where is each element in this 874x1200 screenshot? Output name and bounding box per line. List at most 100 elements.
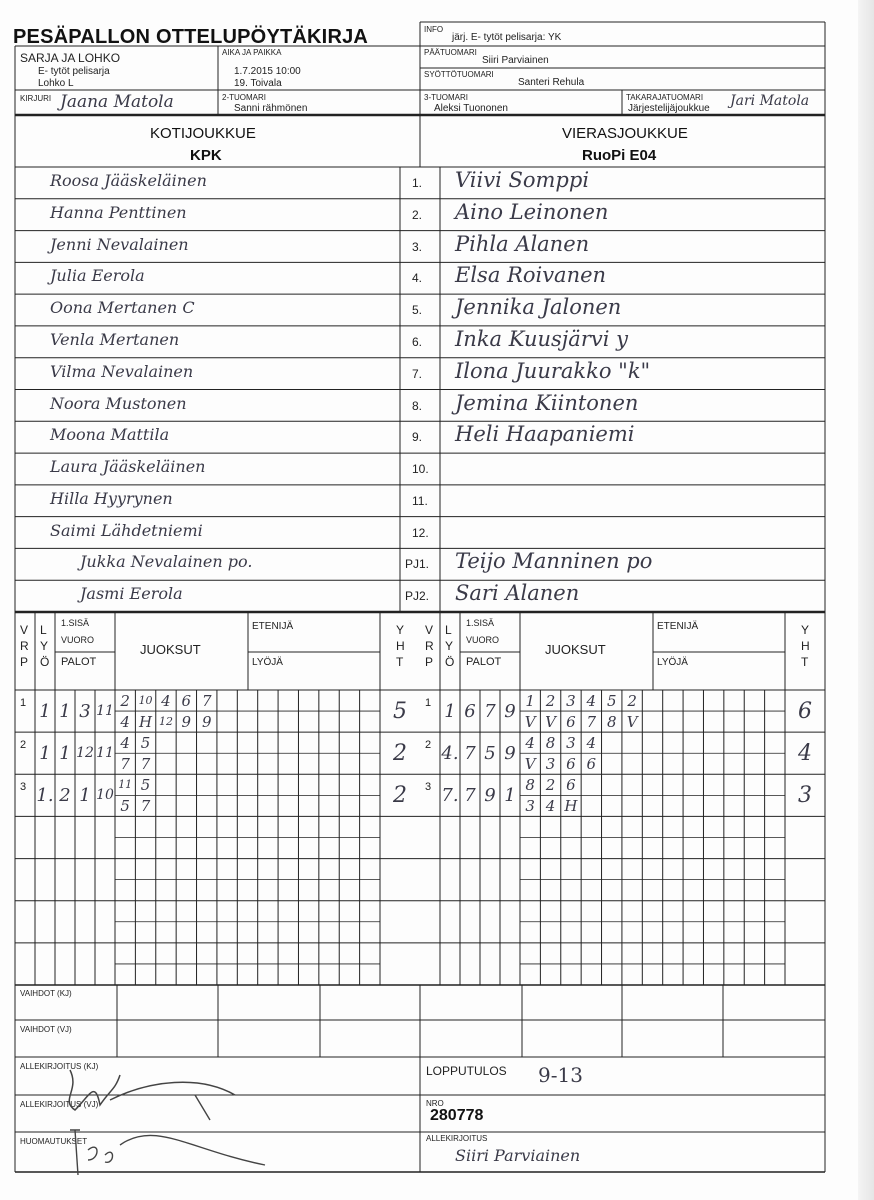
- yht-header-letter: T: [801, 655, 809, 669]
- batting-order-start: 1.: [36, 784, 54, 806]
- roster-number: 4.: [412, 271, 423, 286]
- away-player-name: Ilona Juurakko "k": [455, 358, 651, 383]
- inning-total: 2: [393, 740, 407, 766]
- runner-cell: 4: [161, 691, 171, 710]
- umpire2-label: 2-TUOMARI: [222, 93, 266, 102]
- roster-number: 7.: [412, 366, 423, 381]
- home-player-name: Laura Jääskeläinen: [50, 457, 206, 477]
- lyoja-label: LYÖJÄ: [657, 657, 688, 668]
- lyo-header-letter: Ö: [40, 655, 50, 669]
- batter-cell: 7: [120, 754, 130, 773]
- roster-number: 5.: [412, 303, 423, 318]
- outs-cell: 5: [484, 742, 496, 764]
- inning-number: 1: [425, 697, 432, 709]
- runner-cell: 2: [545, 775, 556, 794]
- info-label: INFO: [424, 25, 444, 34]
- runner-cell: 11: [118, 778, 133, 792]
- away-player-name: Pihla Alanen: [455, 231, 590, 256]
- vuoro-label: VUORO: [466, 635, 500, 645]
- roster-number: 12.: [412, 525, 429, 540]
- away-player-name: Inka Kuusjärvi y: [455, 326, 628, 351]
- outs-cell: 11: [96, 703, 114, 720]
- batter-cell: V: [524, 712, 536, 731]
- inning-total: 4: [798, 740, 812, 766]
- umpire3-value: Aleksi Tuononen: [434, 103, 508, 114]
- runner-cell: 4: [525, 733, 535, 752]
- runner-cell: 10: [138, 694, 153, 708]
- away-player-name: Teijo Manninen po: [455, 549, 653, 574]
- batter-cell: V: [626, 712, 638, 731]
- away-player-name: Viivi Somppi: [455, 168, 590, 192]
- home-player-name: Julia Eerola: [50, 266, 145, 286]
- roster-number: 9.: [412, 430, 423, 445]
- head-umpire-label: PÄÄTUOMARI: [424, 48, 477, 57]
- pitch-umpire-value: Santeri Rehula: [518, 77, 585, 88]
- away-player-name: Elsa Roivanen: [455, 263, 607, 288]
- inning-total: 6: [798, 698, 812, 724]
- batter-cell: H: [139, 712, 153, 731]
- batter-cell: 6: [586, 754, 597, 773]
- away-player-name: Aino Leinonen: [455, 199, 609, 224]
- head-umpire-value: Siiri Parviainen: [482, 55, 549, 66]
- outs-cell: 9: [504, 700, 516, 722]
- batter-cell: 8: [606, 712, 617, 731]
- lyo-header-letter: Y: [40, 639, 49, 653]
- number-value: 280778: [430, 1107, 484, 1124]
- away-player-name: Jemina Kiintonen: [455, 390, 639, 415]
- runner-cell: 5: [606, 691, 617, 710]
- number-label: NRO: [426, 1099, 444, 1108]
- home-player-name: Hanna Penttinen: [50, 202, 187, 222]
- home-player-name: Hilla Hyyrynen: [50, 488, 173, 508]
- home-player-name: Venla Mertanen: [50, 329, 180, 349]
- batting-order-start: 1: [39, 700, 51, 722]
- form-title: PESÄPALLON OTTELUPÖYTÄKIRJA: [13, 26, 369, 48]
- yht-header-letter: H: [801, 639, 810, 653]
- juoksut-label: JUOKSUT: [140, 642, 201, 657]
- lyo-header-letter: L: [40, 623, 47, 637]
- away-signature: [70, 1094, 266, 1176]
- result-label: LOPPUTULOS: [426, 1064, 507, 1078]
- place-value: 19. Toivala: [234, 78, 282, 89]
- batter-cell: 6: [566, 754, 576, 773]
- first-inning-label: 1.SISÄ: [61, 618, 90, 628]
- scorer-value: Jaana Matola: [60, 92, 174, 112]
- home-player-name: Roosa Jääskeläinen: [50, 171, 207, 190]
- pitch-umpire-label: SYÖTTÖTUOMARI: [424, 70, 494, 79]
- time-place-label: AIKA JA PAIKKA: [222, 48, 282, 57]
- outs-cell: 2: [59, 784, 71, 806]
- yht-header-letter: Y: [396, 623, 405, 637]
- subs-home-label: VAIHDOT (KJ): [20, 989, 72, 998]
- runner-cell: 6: [181, 691, 192, 710]
- umpire3-label: 3-TUOMARI: [424, 93, 468, 102]
- home-player-name: Noora Mustonen: [50, 393, 187, 413]
- inning-total: 3: [798, 782, 812, 808]
- roster-number: PJ1.: [405, 557, 430, 572]
- signature-label: ALLEKIRJOITUS: [426, 1134, 488, 1143]
- runner-cell: 1: [525, 691, 535, 710]
- subs-away-label: VAIHDOT (VJ): [20, 1025, 72, 1034]
- scorer-label: KIRJURI: [20, 94, 52, 103]
- batter-cell: H: [564, 796, 578, 815]
- roster-number: 6.: [412, 334, 423, 349]
- runner-cell: 8: [545, 733, 556, 752]
- batter-cell: 6: [566, 712, 576, 731]
- home-player-name: Jenni Nevalainen: [50, 234, 189, 254]
- back-umpire-value: Järjestelijäjoukkue: [628, 103, 710, 114]
- batting-order-start: 1: [444, 700, 456, 722]
- batter-cell: 9: [181, 712, 192, 731]
- runner-cell: 2: [627, 691, 637, 710]
- umpire2-value: Sanni rähmönen: [234, 103, 308, 114]
- runner-cell: 7: [201, 691, 212, 710]
- inning-number: 3: [425, 781, 432, 794]
- batter-cell: V: [524, 754, 536, 773]
- batter-cell: 7: [140, 754, 151, 773]
- roster-number: 2.: [412, 207, 423, 222]
- runner-cell: 3: [566, 691, 576, 710]
- palot-label: PALOT: [466, 656, 502, 668]
- inning-number: 2: [425, 739, 432, 752]
- outs-cell: 11: [96, 745, 114, 762]
- outs-cell: 7: [464, 784, 476, 806]
- outs-cell: 9: [504, 742, 516, 764]
- inning-total: 5: [393, 698, 407, 724]
